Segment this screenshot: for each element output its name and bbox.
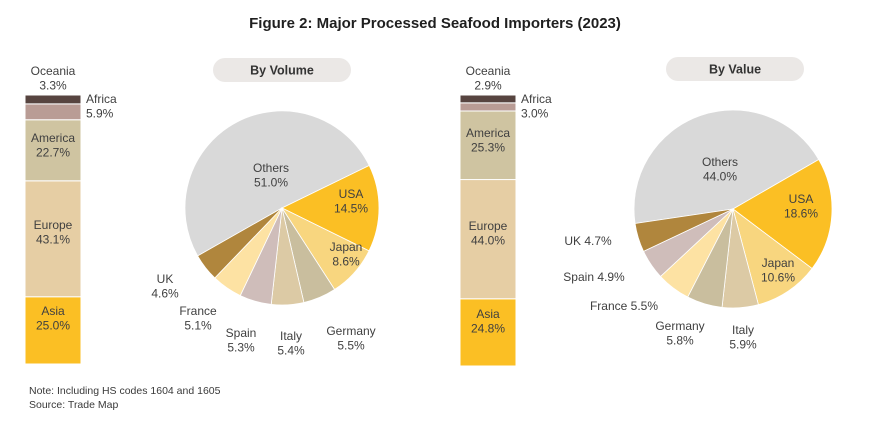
- pie-slice-others: [633, 109, 820, 224]
- bar-label-europe: Europe 43.1%: [34, 218, 73, 247]
- pie-label-italy: Italy 5.4%: [277, 329, 305, 358]
- pie-label-japan: Japan 8.6%: [330, 240, 363, 269]
- bar-segment-europe: [459, 179, 517, 300]
- bar-segment-africa: [459, 102, 517, 112]
- bar-label-america: America 22.7%: [31, 131, 75, 160]
- pie-label-japan: Japan 10.6%: [761, 256, 795, 285]
- bar-segment-oceania: [24, 94, 82, 105]
- pie-label-uk: UK 4.7%: [564, 234, 612, 248]
- bar-label-america: America 25.3%: [466, 126, 510, 155]
- pie-label-germany: Germany 5.5%: [326, 324, 375, 353]
- bar-label-asia: Asia 25.0%: [36, 304, 70, 333]
- pie-slice-usa: [281, 164, 380, 252]
- pie-label-uk: UK 4.6%: [151, 272, 179, 301]
- pie-label-others: Others 51.0%: [253, 161, 289, 190]
- note-text: Note: Including HS codes 1604 and 1605: [29, 385, 221, 397]
- bar-segment-africa: [24, 103, 82, 121]
- pie-label-usa: USA 14.5%: [334, 187, 368, 216]
- pie-slice-uk: [634, 208, 734, 252]
- pie-label-others: Others 44.0%: [702, 155, 738, 184]
- bar-segment-oceania: [459, 94, 517, 104]
- bar-label-oceania: Oceania 2.9%: [466, 64, 511, 93]
- pie-label-usa: USA 18.6%: [784, 192, 818, 221]
- bar-label-africa: Africa 3.0%: [521, 92, 552, 121]
- bar-label-africa: Africa 5.9%: [86, 92, 117, 121]
- pie-slice-uk: [197, 207, 283, 279]
- pie-label-spain: Spain 4.9%: [563, 270, 625, 284]
- source-text: Source: Trade Map: [29, 399, 119, 411]
- pie-title: By Volume: [250, 64, 314, 78]
- pie-title: By Value: [709, 63, 761, 77]
- value-panel: Asia 24.8% Europe 44.0% America 25.3% Africa 3.…: [459, 57, 833, 367]
- pie-label-spain: Spain 5.3%: [226, 326, 257, 355]
- bar-segment-europe: [24, 180, 82, 298]
- pie-label-france: France 5.5%: [590, 299, 658, 313]
- pie-title-pill: [213, 58, 351, 82]
- pie-label-germany: Germany 5.8%: [655, 319, 704, 348]
- pie-title-pill: [666, 57, 804, 81]
- figure-title: Figure 2: Major Processed Seafood Import…: [249, 15, 621, 32]
- volume-panel: Asia 25.0% Europe 43.1% America 22.7% Africa 5.…: [24, 58, 380, 365]
- bar-label-oceania: Oceania 3.3%: [31, 64, 76, 93]
- pie-slice-others: [184, 110, 370, 257]
- bar-label-asia: Asia 24.8%: [471, 307, 505, 336]
- pie-label-italy: Italy 5.9%: [729, 323, 757, 352]
- pie-label-france: France 5.1%: [179, 304, 217, 333]
- bar-segment-asia: [24, 296, 82, 365]
- bar-segment-america: [459, 110, 517, 181]
- bar-label-europe: Europe 44.0%: [469, 219, 508, 248]
- pie-slice-usa: [732, 158, 833, 270]
